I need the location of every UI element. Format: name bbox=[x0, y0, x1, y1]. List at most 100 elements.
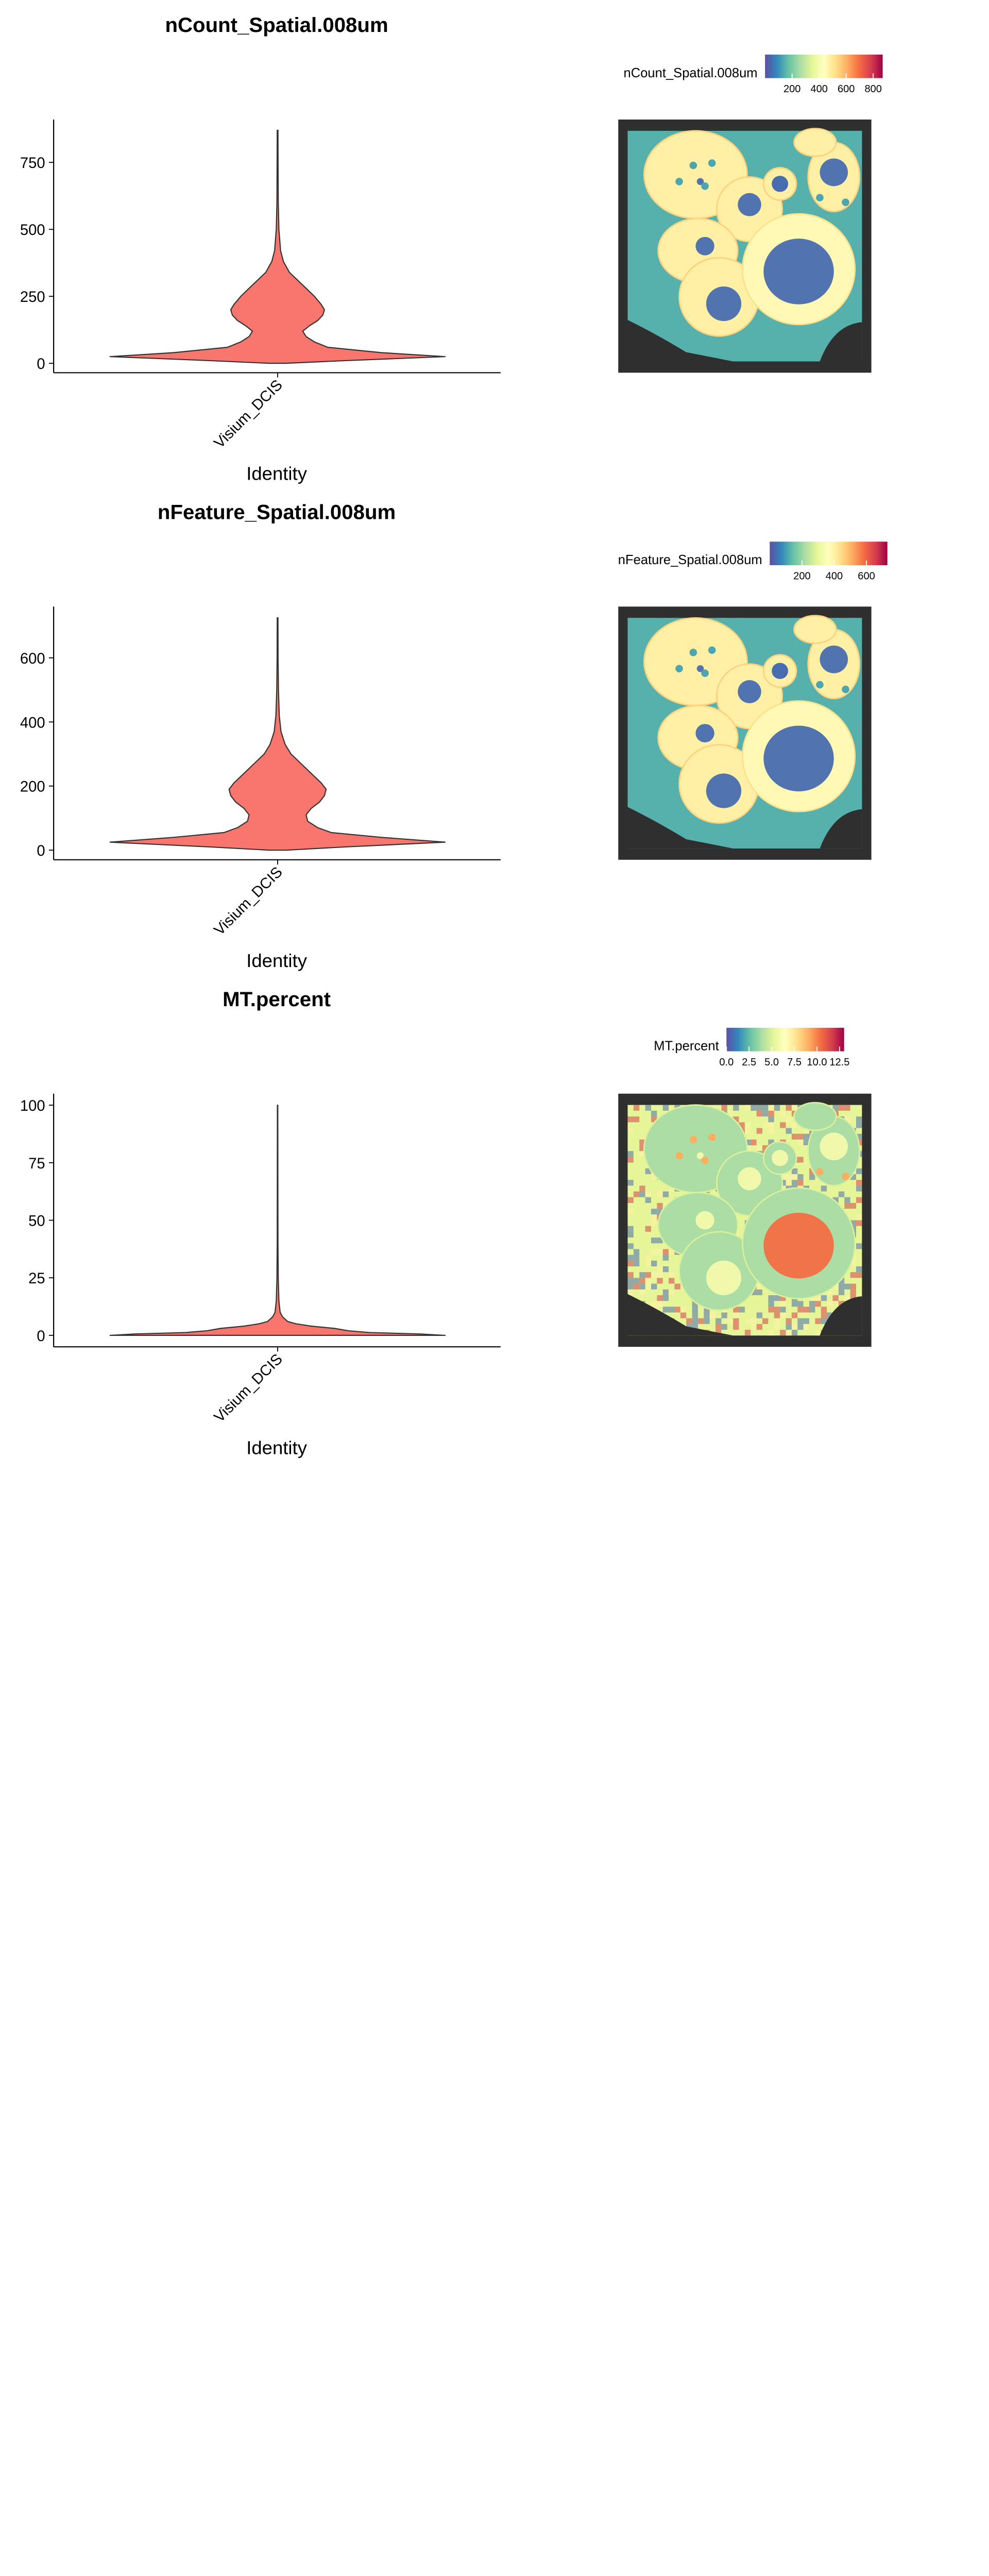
stroma-speckle bbox=[768, 1122, 774, 1128]
legend-tick-label: 600 bbox=[838, 83, 855, 95]
duct-epithelium bbox=[794, 128, 836, 156]
stroma-speckle bbox=[745, 1330, 751, 1335]
stroma-speckle bbox=[804, 1307, 809, 1312]
stroma-speckle bbox=[733, 1105, 739, 1111]
stroma-speckle bbox=[821, 1185, 827, 1191]
stroma-speckle bbox=[856, 1122, 862, 1128]
stroma-speckle bbox=[721, 1105, 727, 1111]
duct-micro-lumen bbox=[701, 669, 709, 677]
stroma-speckle bbox=[786, 1128, 792, 1133]
stroma-speckle bbox=[627, 1128, 633, 1133]
stroma-speckle bbox=[774, 1313, 780, 1318]
duct-micro-lumen bbox=[816, 194, 824, 201]
stroma-speckle bbox=[768, 1128, 774, 1133]
panel-title: nCount_Spatial.008um bbox=[165, 13, 388, 37]
stroma-speckle bbox=[627, 1180, 633, 1185]
stroma-speckle bbox=[639, 1192, 645, 1197]
stroma-speckle bbox=[757, 1145, 762, 1151]
stroma-speckle bbox=[797, 1174, 803, 1180]
violin-shape bbox=[110, 1105, 445, 1335]
panel-2: nFeature_Spatial.008um 0 200 400 600 Visium_D… bbox=[20, 500, 888, 971]
stroma-speckle bbox=[639, 1278, 645, 1283]
stroma-speckle bbox=[786, 1174, 792, 1180]
legend-colorbar bbox=[770, 541, 887, 565]
spatial-plot bbox=[618, 606, 871, 859]
stroma-speckle bbox=[774, 1324, 780, 1330]
stroma-speckle bbox=[792, 1134, 797, 1140]
stroma-speckle bbox=[645, 1272, 651, 1278]
duct-micro-lumen bbox=[816, 1168, 824, 1176]
stroma-speckle bbox=[797, 1307, 803, 1312]
duct-lumen bbox=[695, 1211, 714, 1230]
duct-lumen bbox=[738, 193, 761, 216]
stroma-speckle bbox=[786, 1330, 792, 1335]
stroma-speckle bbox=[786, 1318, 792, 1324]
stroma-speckle bbox=[657, 1249, 662, 1255]
duct-micro-lumen bbox=[690, 1136, 697, 1144]
stroma-speckle bbox=[710, 1313, 715, 1318]
stroma-speckle bbox=[792, 1180, 797, 1185]
stroma-speckle bbox=[657, 1203, 662, 1209]
stroma-speckle bbox=[627, 1151, 633, 1157]
stroma-speckle bbox=[757, 1324, 762, 1330]
stroma-speckle bbox=[809, 1307, 815, 1312]
stroma-speckle bbox=[844, 1197, 850, 1203]
stroma-speckle bbox=[680, 1313, 686, 1318]
duct-lumen bbox=[706, 773, 741, 808]
stroma-speckle bbox=[768, 1301, 774, 1307]
legend-tick-label: 600 bbox=[858, 570, 875, 582]
duct-micro-lumen bbox=[708, 159, 716, 167]
stroma-speckle bbox=[692, 1318, 698, 1324]
stroma-speckle bbox=[663, 1290, 669, 1295]
stroma-speckle bbox=[774, 1307, 780, 1312]
duct-micro-lumen bbox=[842, 198, 849, 206]
y-tick-label: 250 bbox=[20, 289, 45, 306]
stroma-speckle bbox=[657, 1272, 662, 1278]
duct-lumen bbox=[738, 680, 761, 703]
duct-lumen bbox=[763, 726, 833, 792]
stroma-speckle bbox=[745, 1128, 751, 1133]
legend-tick-label: 12.5 bbox=[829, 1057, 849, 1068]
stroma-speckle bbox=[651, 1214, 657, 1220]
stroma-speckle bbox=[663, 1266, 669, 1272]
y-tick-label: 200 bbox=[20, 779, 45, 795]
stroma-speckle bbox=[751, 1105, 756, 1111]
stroma-speckle bbox=[780, 1122, 786, 1128]
stroma-speckle bbox=[815, 1318, 821, 1324]
duct-lumen bbox=[695, 237, 714, 256]
stroma-speckle bbox=[757, 1290, 762, 1295]
stroma-speckle bbox=[645, 1261, 651, 1266]
stroma-speckle bbox=[704, 1313, 709, 1318]
stroma-speckle bbox=[762, 1318, 768, 1324]
stroma-speckle bbox=[780, 1330, 786, 1335]
legend-tick-label: 0.0 bbox=[719, 1057, 734, 1068]
panel-1: nCount_Spatial.008um0250500750Visium_DCI… bbox=[20, 13, 883, 484]
stroma-speckle bbox=[669, 1278, 674, 1283]
stroma-speckle bbox=[768, 1330, 774, 1335]
x-axis-label: Identity bbox=[246, 1437, 307, 1458]
duct-micro-lumen bbox=[701, 182, 709, 190]
duct-micro-lumen bbox=[842, 1173, 849, 1180]
duct-lumen bbox=[820, 1132, 848, 1160]
stroma-speckle bbox=[663, 1255, 669, 1261]
stroma-speckle bbox=[850, 1290, 856, 1295]
stroma-speckle bbox=[757, 1105, 762, 1111]
stroma-speckle bbox=[663, 1249, 669, 1255]
legend-tick-label: 7.5 bbox=[787, 1057, 802, 1068]
stroma-speckle bbox=[634, 1249, 639, 1255]
duct-lumen bbox=[820, 646, 848, 673]
stroma-speckle bbox=[804, 1318, 809, 1324]
stroma-speckle bbox=[797, 1134, 803, 1140]
stroma-speckle bbox=[651, 1111, 657, 1116]
duct-micro-lumen bbox=[816, 681, 824, 689]
stroma-speckle bbox=[733, 1313, 739, 1318]
legend-colorbar bbox=[765, 55, 882, 78]
stroma-speckle bbox=[844, 1284, 850, 1290]
y-tick-label: 25 bbox=[28, 1270, 45, 1287]
stroma-speckle bbox=[663, 1192, 669, 1197]
stroma-speckle bbox=[627, 1232, 633, 1238]
x-tick-label: Visium_DCIS bbox=[211, 1351, 286, 1426]
y-tick-label: 75 bbox=[28, 1156, 45, 1172]
duct-micro-lumen bbox=[675, 178, 683, 185]
stroma-speckle bbox=[627, 1197, 633, 1203]
